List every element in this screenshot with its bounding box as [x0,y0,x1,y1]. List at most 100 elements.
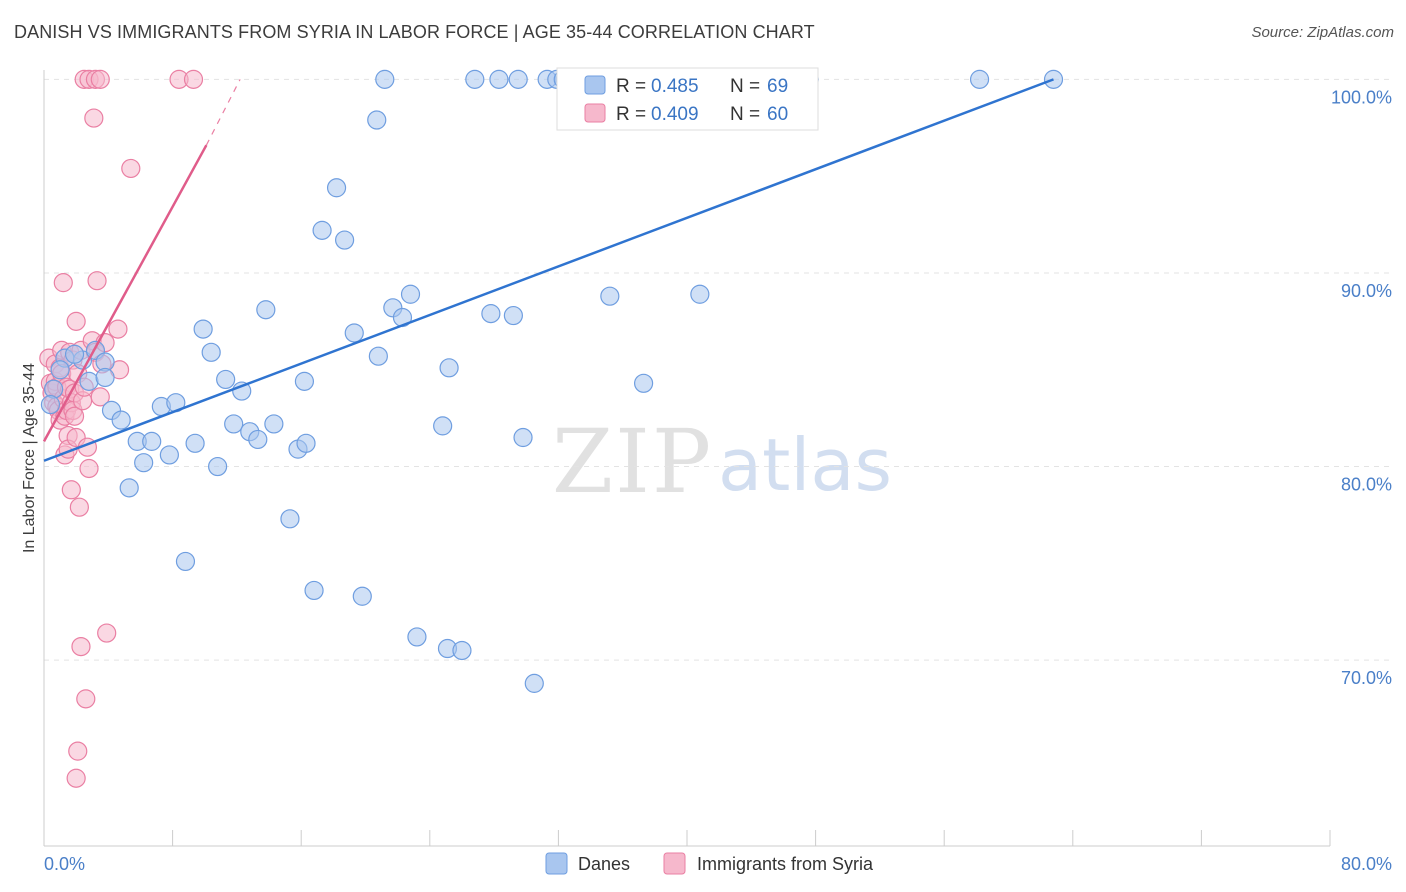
syria-point [53,273,73,293]
legend-syria-r-label: R = [616,104,646,125]
danes-point [524,673,544,693]
series-legend-swatch-syria [663,852,686,875]
danes-point [344,323,364,343]
danes-point [400,284,421,304]
danes-point [111,410,131,430]
danes-point [969,69,990,89]
danes-point [79,371,99,391]
danes-point [296,433,316,453]
danes-point [407,627,427,647]
danes-point [367,110,387,130]
legend-danes-r-label: R = [616,76,646,97]
danes-point [40,395,61,415]
danes-point [119,478,139,498]
syria-point [90,387,110,407]
danes-point [352,586,372,606]
danes-point [175,551,196,572]
danes-point [185,433,205,453]
danes-point [134,453,154,473]
danes-point [690,284,710,304]
danes-point [465,69,485,89]
danes-point [294,371,315,391]
legend-swatch-syria [584,103,606,123]
danes-point [508,69,528,89]
y-axis-label: In Labor Force | Age 35-44 [21,363,38,553]
danes-series [40,69,1064,693]
y-tick-labels: 70.0% 80.0% 90.0% 100.0% [1331,87,1392,688]
danes-trendline [43,78,1054,462]
syria-point [183,69,204,89]
syria-point [71,636,91,657]
danes-point [489,69,509,89]
danes-point [264,414,284,434]
watermark-atlas: atlas [718,423,892,507]
danes-point [326,178,347,198]
series-legend-syria: Immigrants from Syria [697,854,874,874]
syria-point [68,741,88,761]
y-tick-label-80: 80.0% [1341,475,1392,495]
legend-danes-n-label: N = [730,76,760,97]
x-tick-label-min: 0.0% [44,854,85,874]
danes-point [433,416,453,436]
danes-point [633,373,654,393]
source-label: Source: ZipAtlas.com [1251,24,1394,41]
watermark-zip: ZIP [552,410,713,513]
danes-point [439,358,459,378]
danes-point [142,431,162,451]
syria-point [108,319,128,339]
danes-point [248,429,268,450]
danes-point [452,640,472,661]
danes-point [375,69,395,89]
syria-trendline [42,144,208,442]
syria-point [64,406,85,426]
danes-point [600,286,620,306]
danes-point [368,346,388,366]
danes-point [335,230,355,250]
danes-point [216,369,236,390]
legend-danes-n-value: 69 [767,76,788,97]
danes-point [208,456,228,477]
danes-point [201,342,221,362]
danes-point [312,220,332,240]
chart-title: DANISH VS IMMIGRANTS FROM SYRIA IN LABOR… [14,22,815,42]
danes-point [64,344,85,364]
danes-point [256,300,276,320]
syria-point [69,497,89,517]
legend-syria-n-label: N = [730,104,760,125]
trend-lines [42,78,1054,462]
legend-swatch-danes [584,75,606,95]
syria-point [87,271,107,291]
series-legend-danes: Danes [578,854,630,874]
danes-point [513,427,533,448]
syria-point [90,69,110,89]
y-tick-label-100: 100.0% [1331,87,1392,107]
danes-point [503,305,523,326]
syria-point [66,768,86,788]
correlation-legend: R = 0.485 N = 69 R = 0.409 N = 60 [556,67,819,131]
danes-point [224,414,244,434]
syria-point [84,108,104,128]
legend-syria-r-value: 0.409 [651,104,699,125]
danes-point [280,509,300,529]
syria-point [66,311,86,331]
legend-danes-r-value: 0.485 [651,76,699,97]
danes-point [304,580,324,601]
danes-point [44,379,64,399]
syria-point [79,458,99,479]
syria-point [76,689,96,709]
x-tick-label-max: 80.0% [1341,854,1392,874]
gridlines [44,78,1392,661]
syria-point [61,480,81,500]
syria-point [121,158,141,179]
syria-trendline-extension [205,79,241,146]
watermark: ZIP atlas [552,410,892,513]
legend-syria-n-value: 60 [767,104,788,125]
y-tick-label-70: 70.0% [1341,668,1392,688]
danes-point [50,360,70,380]
x-tick-marks [43,830,1331,846]
series-legend-swatch-danes [545,852,568,875]
danes-point [159,445,179,465]
syria-point [97,623,117,643]
y-tick-label-90: 90.0% [1341,281,1392,301]
